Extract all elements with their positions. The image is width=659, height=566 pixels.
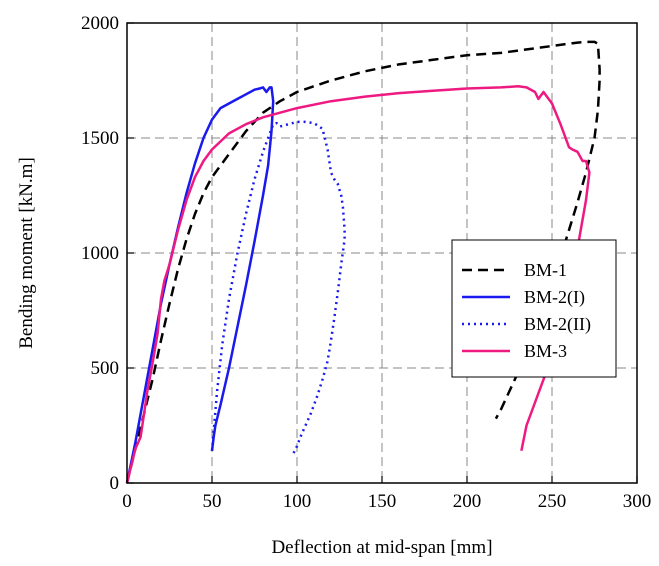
x-tick-label: 100 [283,491,312,512]
x-tick-label: 150 [368,491,397,512]
x-tick-label: 50 [203,491,222,512]
y-axis-label: Bending moment [kN.m] [16,157,37,349]
x-tick-label: 0 [122,491,132,512]
y-tick-label: 2000 [81,13,119,34]
legend-label: BM-3 [524,341,567,361]
y-tick-label: 1000 [81,243,119,264]
x-tick-label: 250 [538,491,567,512]
y-tick-label: 0 [110,473,120,494]
series-line-bm-2-ii [210,120,346,454]
legend-label: BM-2(I) [524,287,585,308]
legend-box [451,239,617,378]
legend: BM-1 BM-2(I) BM-2(II) BM-3 [451,239,617,378]
x-tick-label: 300 [623,491,652,512]
y-tick-label: 500 [91,358,120,379]
y-tick-label: 1500 [81,128,119,149]
x-tick-label: 200 [453,491,482,512]
legend-label: BM-2(II) [524,314,591,335]
legend-label: BM-1 [524,260,567,280]
series-line-bm-3 [125,85,591,484]
axis-ticks: 0 50 100 150 200 250 300 0 500 1000 1500 2000 [81,13,651,512]
series-line-bm-2-i [125,86,275,484]
x-axis-label: Deflection at mid-span [mm] [271,537,492,558]
